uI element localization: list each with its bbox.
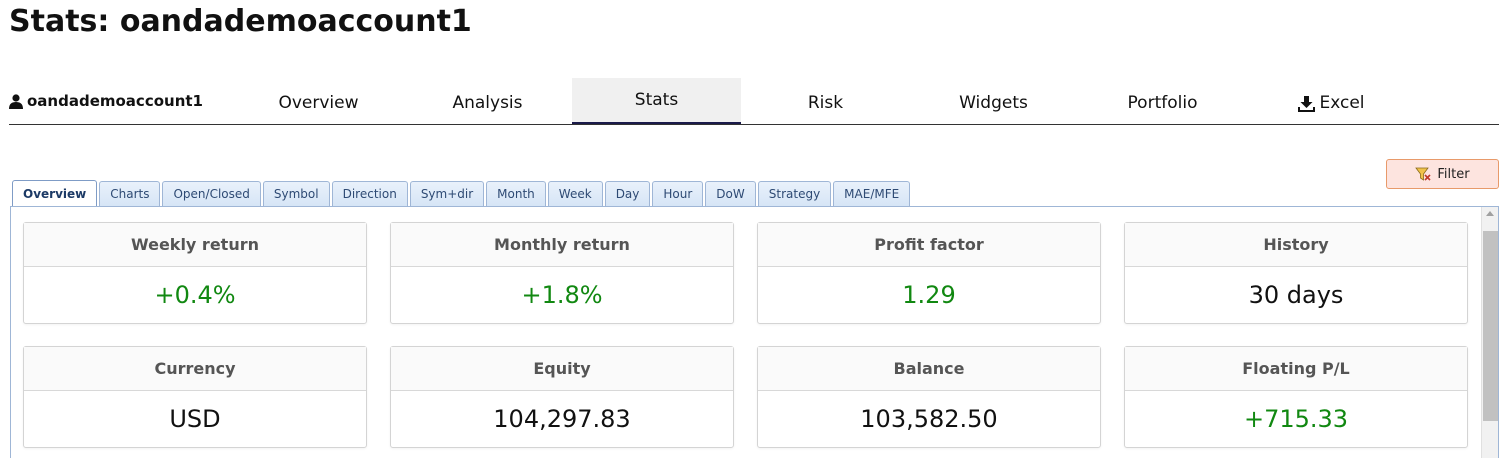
nav-excel[interactable]: Excel (1247, 78, 1416, 124)
subtab-month[interactable]: Month (486, 181, 546, 206)
stat-card-balance: Balance 103,582.50 (757, 346, 1101, 448)
subtab-open-closed[interactable]: Open/Closed (162, 181, 261, 206)
stat-card-equity: Equity 104,297.83 (390, 346, 734, 448)
stat-label: Equity (391, 347, 733, 391)
subtab-mae-mfe[interactable]: MAE/MFE (833, 181, 911, 206)
subtab-symbol[interactable]: Symbol (262, 181, 330, 206)
top-nav: oandademoaccount1 Overview Analysis Stat… (9, 78, 1499, 125)
stat-value: +715.33 (1243, 405, 1349, 433)
page-title: Stats: oandademoaccount1 (9, 4, 472, 39)
stat-value: +1.8% (521, 281, 603, 309)
stat-value: USD (169, 405, 221, 433)
vertical-scrollbar[interactable] (1481, 207, 1498, 458)
stat-card-weekly-return: Weekly return +0.4% (23, 222, 367, 324)
subtab-direction[interactable]: Direction (331, 181, 408, 206)
stat-card-profit-factor: Profit factor 1.29 (757, 222, 1101, 324)
download-icon (1298, 95, 1316, 112)
account-name: oandademoaccount1 (27, 92, 203, 110)
stat-value: 30 days (1248, 281, 1344, 309)
filter-label: Filter (1437, 166, 1470, 182)
stat-label: History (1125, 223, 1467, 267)
subtab-strategy[interactable]: Strategy (757, 181, 832, 206)
stat-value: 1.29 (902, 281, 956, 309)
nav-widgets[interactable]: Widgets (959, 93, 1028, 113)
stat-value: +0.4% (154, 281, 236, 309)
account-selector[interactable]: oandademoaccount1 (9, 92, 203, 110)
stat-label: Floating P/L (1125, 347, 1467, 391)
stats-subtabs: Overview Charts Open/Closed Symbol Direc… (12, 180, 911, 207)
nav-analysis[interactable]: Analysis (452, 93, 523, 113)
stat-card-history: History 30 days (1124, 222, 1468, 324)
nav-overview[interactable]: Overview (278, 93, 359, 113)
filter-button[interactable]: Filter (1386, 159, 1499, 189)
stat-value: 103,582.50 (860, 405, 998, 433)
stat-card-monthly-return: Monthly return +1.8% (390, 222, 734, 324)
stat-label: Currency (24, 347, 366, 391)
subtab-hour[interactable]: Hour (652, 181, 704, 206)
subtab-charts[interactable]: Charts (99, 181, 161, 206)
stat-value: 104,297.83 (493, 405, 631, 433)
stat-label: Weekly return (24, 223, 366, 267)
nav-portfolio[interactable]: Portfolio (1127, 93, 1198, 113)
subtab-dow[interactable]: DoW (705, 181, 756, 206)
scroll-thumb[interactable] (1483, 231, 1498, 421)
stat-card-floating-pl: Floating P/L +715.33 (1124, 346, 1468, 448)
stat-card-currency: Currency USD (23, 346, 367, 448)
subtab-overview[interactable]: Overview (12, 180, 98, 207)
nav-risk[interactable]: Risk (807, 93, 844, 113)
subtab-sym-dir[interactable]: Sym+dir (409, 181, 485, 206)
user-icon (9, 93, 23, 109)
filter-icon (1415, 167, 1431, 181)
subtab-week[interactable]: Week (547, 181, 603, 206)
stats-panel: Weekly return +0.4% Monthly return +1.8%… (10, 206, 1499, 458)
stat-label: Balance (758, 347, 1100, 391)
scroll-up-arrow-icon[interactable] (1486, 211, 1494, 216)
stat-label: Profit factor (758, 223, 1100, 267)
stat-label: Monthly return (391, 223, 733, 267)
nav-stats[interactable]: Stats (572, 78, 741, 124)
subtab-day[interactable]: Day (604, 181, 651, 206)
